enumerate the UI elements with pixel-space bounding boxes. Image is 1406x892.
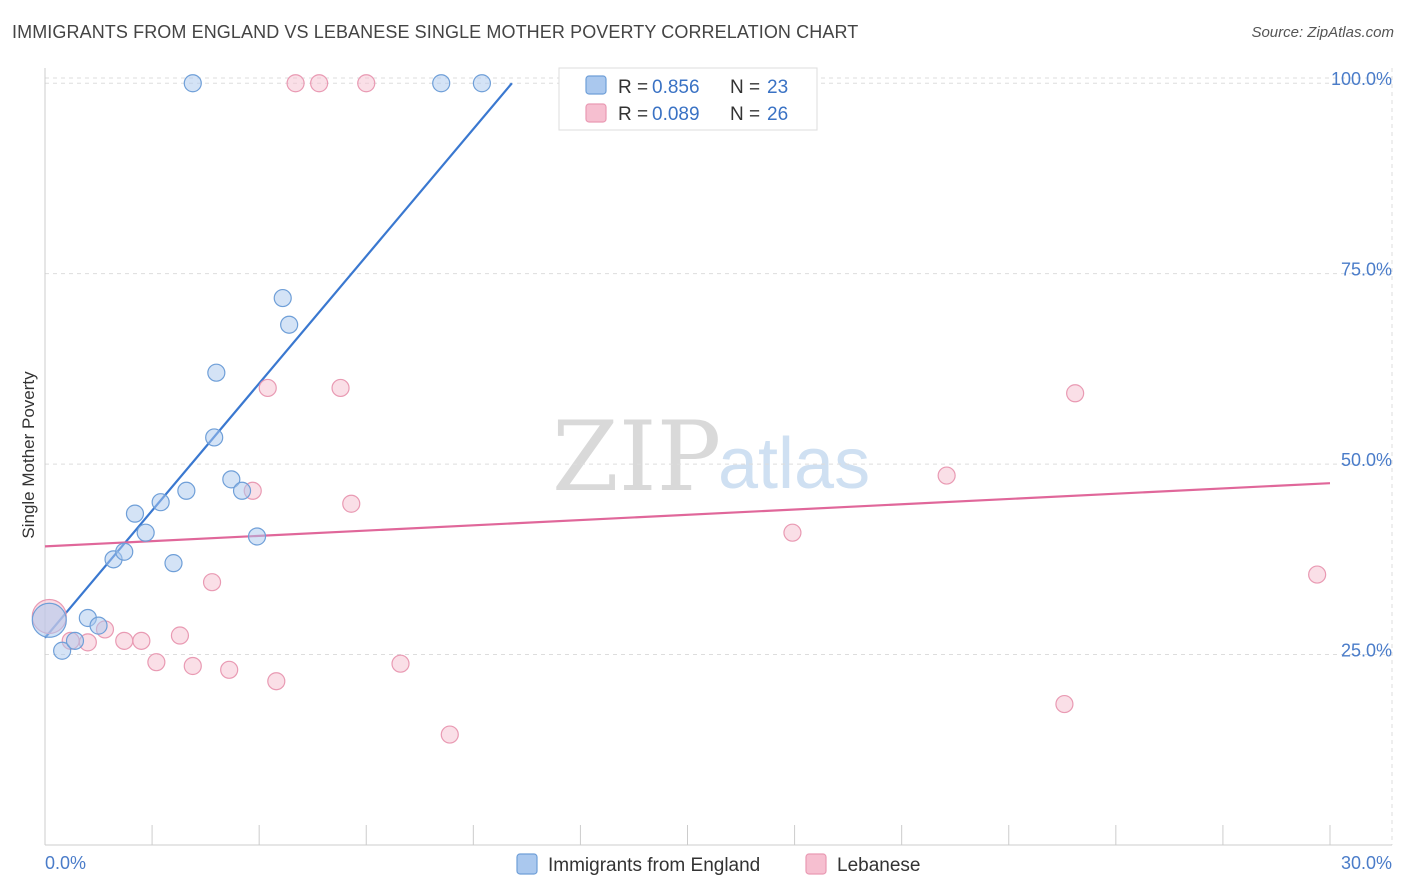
point-lebanese-22	[937, 466, 956, 485]
point-england-2	[65, 631, 85, 650]
point-england-10	[164, 554, 183, 573]
tick-labels: 25.0% 50.0% 75.0% 100.0% 0.0% 30.0%	[45, 69, 1392, 873]
bottom-legend-swatch-england	[516, 853, 538, 875]
point-lebanese-20	[440, 725, 459, 744]
y-tick-label-1: 50.0%	[1341, 450, 1392, 470]
point-england-21	[472, 74, 491, 93]
legend-n-label-lebanese: N =	[730, 104, 760, 125]
point-lebanese-13	[267, 672, 286, 691]
y-tick-label-3: 100.0%	[1331, 69, 1392, 89]
point-england-17	[247, 527, 267, 546]
point-england-12	[183, 74, 202, 93]
x-tick-label-1: 30.0%	[1341, 853, 1392, 873]
legend-n-value-england: 23	[767, 77, 788, 98]
point-lebanese-5	[132, 631, 151, 650]
point-lebanese-21	[783, 523, 802, 542]
point-england-13	[205, 428, 224, 447]
point-lebanese-17	[342, 494, 361, 513]
point-lebanese-14	[286, 74, 305, 93]
point-england-6	[115, 542, 134, 561]
legend-r-value-england: 0.856	[652, 77, 700, 98]
point-england-8	[136, 523, 155, 542]
y-tick-label-2: 75.0%	[1341, 260, 1392, 280]
point-lebanese-9	[202, 573, 222, 592]
point-lebanese-10	[220, 660, 239, 679]
point-england-0	[31, 602, 67, 638]
data-points	[31, 74, 1327, 744]
stats-legend: R = 0.856 N = 23 R = 0.089 N = 26	[558, 67, 818, 131]
point-lebanese-24	[1066, 384, 1085, 403]
point-lebanese-12	[258, 378, 277, 398]
legend-n-value-lebanese: 26	[767, 104, 788, 125]
bottom-legend-swatch-lebanese	[805, 853, 827, 875]
point-lebanese-25	[1308, 565, 1327, 584]
point-england-18	[273, 288, 292, 308]
axes	[44, 68, 1392, 846]
legend-r-value-lebanese: 0.089	[652, 104, 700, 125]
watermark: ZIP atlas	[552, 401, 870, 513]
legend-r-label-lebanese: R =	[618, 104, 648, 125]
point-lebanese-7	[170, 626, 190, 645]
x-tick-label-0: 0.0%	[45, 853, 86, 873]
point-lebanese-16	[331, 378, 350, 398]
point-lebanese-8	[183, 656, 202, 676]
point-england-15	[222, 470, 241, 489]
bottom-legend-label-england: Immigrants from England	[548, 855, 760, 876]
legend-swatch-lebanese	[585, 103, 607, 123]
y-tick-label-0: 25.0%	[1341, 641, 1392, 661]
point-england-1	[53, 641, 72, 660]
source-credit: Source: ZipAtlas.com	[1251, 24, 1394, 41]
point-lebanese-15	[310, 74, 329, 93]
point-lebanese-4	[115, 631, 134, 650]
legend-swatch-england	[585, 75, 607, 95]
point-england-11	[177, 481, 196, 500]
trend-lines	[44, 82, 1331, 639]
point-england-16	[232, 481, 252, 500]
point-england-19	[280, 315, 299, 334]
legend-r-label-england: R =	[618, 77, 648, 98]
y-axis-label: Single Mother Poverty	[19, 371, 38, 539]
watermark-zip: ZIP	[552, 401, 721, 513]
point-england-4	[89, 616, 108, 635]
point-england-7	[125, 504, 145, 523]
chart-title: IMMIGRANTS FROM ENGLAND VS LEBANESE SING…	[12, 22, 859, 42]
bottom-legend: Immigrants from England Lebanese	[516, 853, 920, 876]
point-england-14	[207, 363, 226, 382]
legend-n-label-england: N =	[730, 77, 760, 98]
point-lebanese-18	[357, 74, 376, 93]
point-lebanese-6	[147, 653, 166, 672]
bottom-legend-label-lebanese: Lebanese	[837, 855, 920, 876]
point-england-9	[151, 493, 170, 512]
point-lebanese-23	[1055, 694, 1074, 714]
point-lebanese-19	[391, 654, 410, 673]
point-england-20	[432, 74, 451, 93]
